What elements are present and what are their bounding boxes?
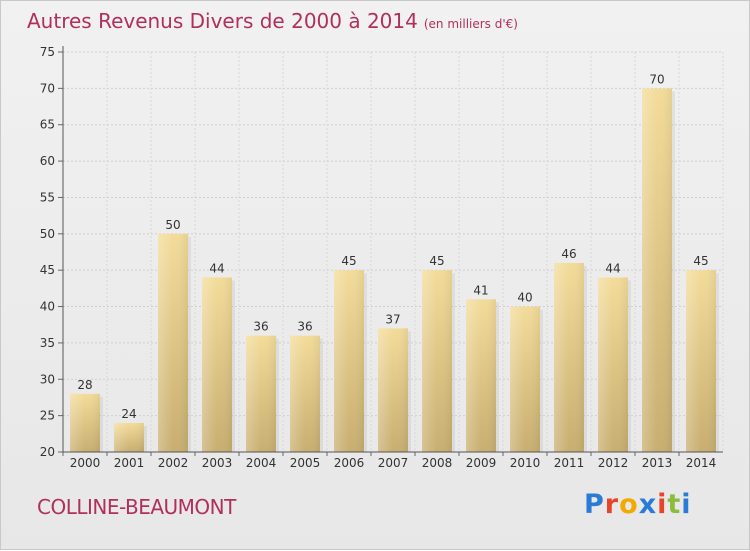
data-label: 36 bbox=[297, 320, 312, 334]
logo-letter: o bbox=[619, 489, 639, 520]
x-tick-label: 2001 bbox=[114, 456, 145, 470]
x-tick-label: 2002 bbox=[158, 456, 189, 470]
bar-highlight bbox=[290, 335, 320, 452]
data-label: 36 bbox=[253, 320, 268, 334]
x-tick-label: 2006 bbox=[334, 456, 365, 470]
data-label: 41 bbox=[473, 283, 488, 297]
y-tick-label: 20 bbox=[40, 445, 55, 459]
data-label: 44 bbox=[605, 261, 620, 275]
data-label: 28 bbox=[77, 378, 92, 392]
y-tick-label: 40 bbox=[40, 300, 55, 314]
axes: 20 25 30 35 40 45 50 55 60 65 70 75 2000 2001 2002 2003… bbox=[40, 45, 723, 470]
x-tick-label: 2004 bbox=[246, 456, 277, 470]
title-unit: (en milliers d'€) bbox=[423, 17, 518, 31]
y-tick-label: 60 bbox=[40, 154, 55, 168]
bar-highlight bbox=[70, 393, 100, 452]
y-tick-label: 55 bbox=[40, 190, 55, 204]
data-label: 45 bbox=[341, 254, 356, 268]
y-tick-label: 70 bbox=[40, 81, 55, 95]
y-tick-label: 25 bbox=[40, 409, 55, 423]
y-tick-label: 35 bbox=[40, 336, 55, 350]
x-tick-label: 2011 bbox=[554, 456, 585, 470]
bars: 28 24 50 44 36 36 45 37 45 41 40 46 44 70 45 bbox=[70, 72, 719, 452]
data-label: 44 bbox=[209, 261, 224, 275]
bar-highlight bbox=[642, 88, 672, 452]
data-label: 40 bbox=[517, 291, 532, 305]
bar-highlight bbox=[378, 328, 408, 452]
data-label: 45 bbox=[429, 254, 444, 268]
bar-highlight bbox=[422, 270, 452, 452]
bar-highlight bbox=[554, 262, 584, 452]
y-tick-label: 45 bbox=[40, 263, 55, 277]
bar-highlight bbox=[466, 299, 496, 452]
data-label: 46 bbox=[561, 247, 576, 261]
x-tick-label: 2013 bbox=[642, 456, 673, 470]
bar-highlight bbox=[598, 277, 628, 452]
bar-highlight bbox=[202, 277, 232, 452]
x-tick-label: 2014 bbox=[686, 456, 717, 470]
bar-highlight bbox=[246, 335, 276, 452]
data-label: 45 bbox=[693, 254, 708, 268]
bar-highlight bbox=[158, 233, 188, 452]
bar-highlight bbox=[510, 306, 540, 452]
data-label: 37 bbox=[385, 312, 400, 326]
logo-letter: P bbox=[584, 489, 605, 520]
logo-letter: i bbox=[657, 489, 668, 520]
x-tick-label: 2008 bbox=[422, 456, 453, 470]
bar-highlight bbox=[114, 422, 144, 452]
bar-highlight bbox=[686, 270, 716, 452]
logo-letter: r bbox=[604, 489, 620, 520]
logo-letter: i bbox=[681, 489, 692, 520]
chart-title: Autres Revenus Divers de 2000 à 2014 (en … bbox=[27, 9, 518, 33]
commune-name: COLLINE-BEAUMONT bbox=[37, 495, 236, 519]
x-tick-label: 2007 bbox=[378, 456, 409, 470]
data-label: 24 bbox=[121, 407, 136, 421]
data-label: 50 bbox=[165, 218, 180, 232]
y-tick-label: 50 bbox=[40, 227, 55, 241]
bar-highlight bbox=[334, 270, 364, 452]
y-tick-label: 30 bbox=[40, 372, 55, 386]
x-tick-label: 2012 bbox=[598, 456, 629, 470]
x-tick-label: 2009 bbox=[466, 456, 497, 470]
y-tick-label: 75 bbox=[40, 45, 55, 59]
logo-letter: x bbox=[638, 489, 658, 520]
x-tick-label: 2010 bbox=[510, 456, 541, 470]
data-label: 70 bbox=[649, 72, 664, 86]
proxiti-logo: Proxiti bbox=[584, 489, 692, 520]
title-text: Autres Revenus Divers de 2000 à 2014 bbox=[27, 9, 418, 33]
logo-letter: t bbox=[667, 489, 682, 520]
x-tick-label: 2000 bbox=[70, 456, 101, 470]
x-tick-label: 2003 bbox=[202, 456, 233, 470]
x-tick-label: 2005 bbox=[290, 456, 321, 470]
y-tick-label: 65 bbox=[40, 118, 55, 132]
